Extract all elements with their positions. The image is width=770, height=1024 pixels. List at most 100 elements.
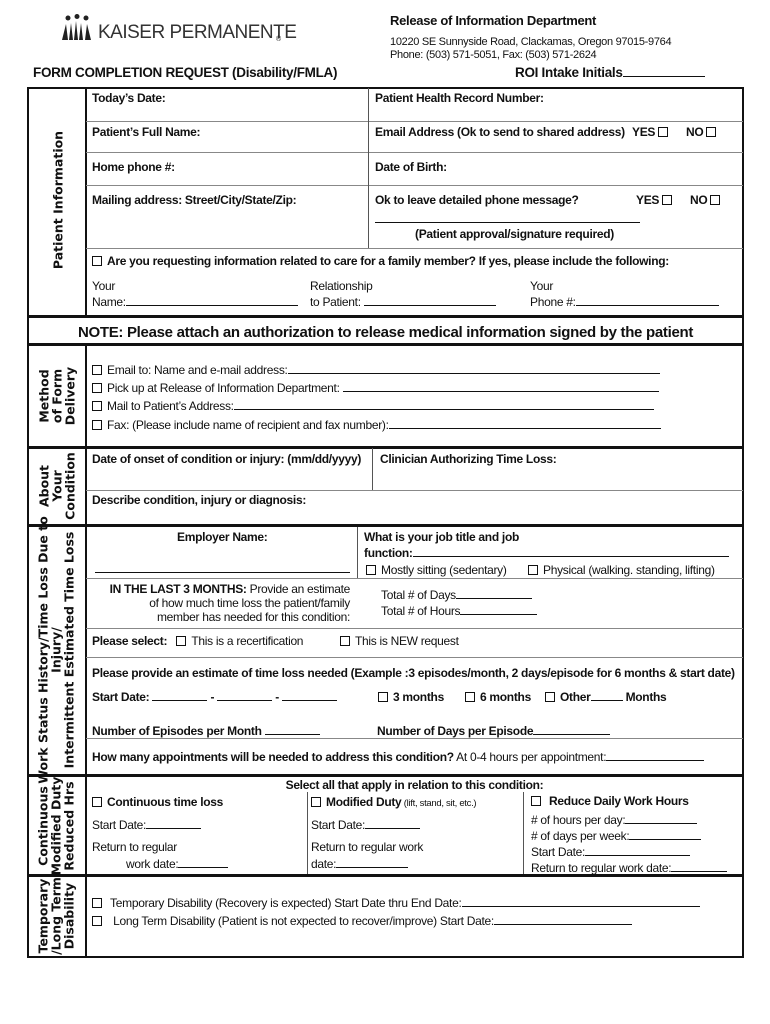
estimate-instructions: Please provide an estimate of time loss … (92, 666, 735, 680)
home-phone-label: Home phone #: (92, 160, 175, 174)
other-checkbox[interactable] (545, 692, 555, 702)
continuous-start: Start Date: (92, 818, 202, 832)
modified-start: Start Date: (311, 818, 421, 832)
signature-line[interactable] (375, 222, 640, 223)
fax-checkbox[interactable] (92, 420, 102, 430)
total-hours: Total # of Hours (381, 604, 538, 618)
note-authorization: NOTE: Please attach an authorization to … (77, 324, 694, 341)
appointments-input[interactable] (606, 750, 705, 761)
form-title: FORM COMPLETION REQUEST (Disability/FMLA… (33, 65, 338, 80)
reduce-start-input[interactable] (585, 845, 691, 856)
physical-checkbox[interactable] (528, 565, 538, 575)
days-per-episode: Number of Days per Episode (377, 724, 611, 738)
modified-return: date: (311, 857, 409, 871)
clinician-label: Clinician Authorizing Time Loss: (380, 452, 557, 466)
start-month-input[interactable] (152, 690, 208, 701)
total-days: Total # of Days (381, 588, 532, 602)
episodes-input[interactable] (264, 724, 320, 735)
job-function-input[interactable] (412, 546, 729, 557)
your-name-input[interactable] (125, 295, 298, 306)
days-per-week: # of days per week: (531, 829, 702, 843)
form-container (27, 87, 744, 958)
six-months-checkbox[interactable] (465, 692, 475, 702)
logo-text: KAISER PERMANENTE (98, 22, 297, 43)
email-checkbox[interactable] (92, 365, 102, 375)
pickup-checkbox[interactable] (92, 383, 102, 393)
other-months-option: Other Months (545, 690, 667, 704)
section-label-disability: Temporary/Long Term Disability (35, 877, 77, 955)
ok-message-label: Ok to leave detailed phone message? (375, 193, 579, 207)
modified-duty-option: Modified Duty (lift, stand, sit, etc.) (311, 795, 477, 811)
relationship-field: to Patient: (310, 295, 496, 309)
employer-name-input[interactable] (95, 572, 350, 573)
select-all-heading: Select all that apply in relation to thi… (285, 778, 544, 792)
your-name-label-1: Your (92, 279, 116, 293)
estimate-start-date: Start Date: - - (92, 690, 338, 704)
dob-label: Date of Birth: (375, 160, 447, 174)
message-yes: YES (636, 193, 677, 207)
pickup-input[interactable] (342, 381, 659, 392)
modified-return-input[interactable] (336, 857, 409, 868)
email-no: NO (686, 125, 721, 139)
fax-input[interactable] (388, 418, 661, 429)
continuous-return-label: Return to regular (92, 840, 177, 854)
signature-note: (Patient approval/signature required) (415, 227, 614, 241)
your-phone-input[interactable] (575, 295, 719, 306)
three-months-checkbox[interactable] (378, 692, 388, 702)
total-hours-input[interactable] (460, 604, 538, 615)
temporary-dates-input[interactable] (461, 896, 700, 907)
phrn-label: Patient Health Record Number: (375, 91, 544, 105)
modified-duty-checkbox[interactable] (311, 797, 321, 807)
temporary-checkbox[interactable] (92, 898, 102, 908)
mail-input[interactable] (233, 399, 654, 410)
continuous-return-input[interactable] (178, 857, 229, 868)
days-per-episode-input[interactable] (533, 724, 611, 735)
other-months-input[interactable] (590, 690, 623, 701)
physical-option: Physical (walking. standing, lifting) (528, 563, 715, 577)
hours-per-day-input[interactable] (625, 813, 698, 824)
reduce-hours-checkbox[interactable] (531, 796, 541, 806)
reduce-return: Return to regular work date: (531, 861, 728, 875)
relationship-label: Relationship (310, 279, 373, 293)
roi-initials-field[interactable] (622, 66, 705, 77)
your-phone-label-1: Your (530, 279, 554, 293)
reduce-return-input[interactable] (671, 861, 728, 872)
family-member-checkbox[interactable] (92, 256, 102, 266)
registered-mark: ® (276, 36, 281, 43)
sitting-option: Mostly sitting (sedentary) (366, 563, 507, 577)
long-term-start-input[interactable] (493, 914, 632, 925)
section-label-delivery: Method of Form Delivery (36, 366, 78, 426)
recert-checkbox[interactable] (176, 636, 187, 646)
sitting-checkbox[interactable] (366, 565, 376, 575)
email-yes-checkbox[interactable] (658, 127, 669, 137)
relationship-input[interactable] (363, 295, 496, 306)
message-yes-checkbox[interactable] (662, 195, 673, 205)
full-name-label: Patient’s Full Name: (92, 125, 201, 139)
appointments-question: How many appointments will be needed to … (92, 750, 705, 764)
delivery-pickup: Pick up at Release of Information Depart… (92, 381, 659, 395)
delivery-mail: Mail to Patient’s Address: (92, 399, 654, 413)
your-name-field: Name: (92, 295, 298, 309)
kaiser-logo-icon (62, 14, 91, 40)
job-title-label: What is your job title and job (364, 530, 519, 544)
mail-checkbox[interactable] (92, 401, 102, 411)
family-member-question: Are you requesting information related t… (92, 254, 669, 268)
email-input[interactable] (287, 363, 660, 374)
email-no-checkbox[interactable] (706, 127, 717, 137)
modified-start-input[interactable] (365, 818, 421, 829)
department-address: 10220 SE Sunnyside Road, Clackamas, Oreg… (390, 36, 672, 48)
days-per-week-input[interactable] (629, 829, 702, 840)
delivery-email: Email to: Name and e-mail address: (92, 363, 660, 377)
modified-return-label: Return to regular work (311, 840, 424, 854)
continuous-start-input[interactable] (146, 818, 202, 829)
new-request-option: This is NEW request (340, 634, 459, 648)
start-day-input[interactable] (217, 690, 273, 701)
start-year-input[interactable] (282, 690, 338, 701)
new-request-checkbox[interactable] (340, 636, 350, 646)
long-term-checkbox[interactable] (92, 916, 102, 926)
message-no-checkbox[interactable] (710, 195, 721, 205)
total-days-input[interactable] (455, 588, 532, 599)
department-name: Release of Information Department (390, 13, 597, 28)
mailing-address-label: Mailing address: Street/City/State/Zip: (92, 193, 297, 207)
continuous-checkbox[interactable] (92, 797, 102, 807)
